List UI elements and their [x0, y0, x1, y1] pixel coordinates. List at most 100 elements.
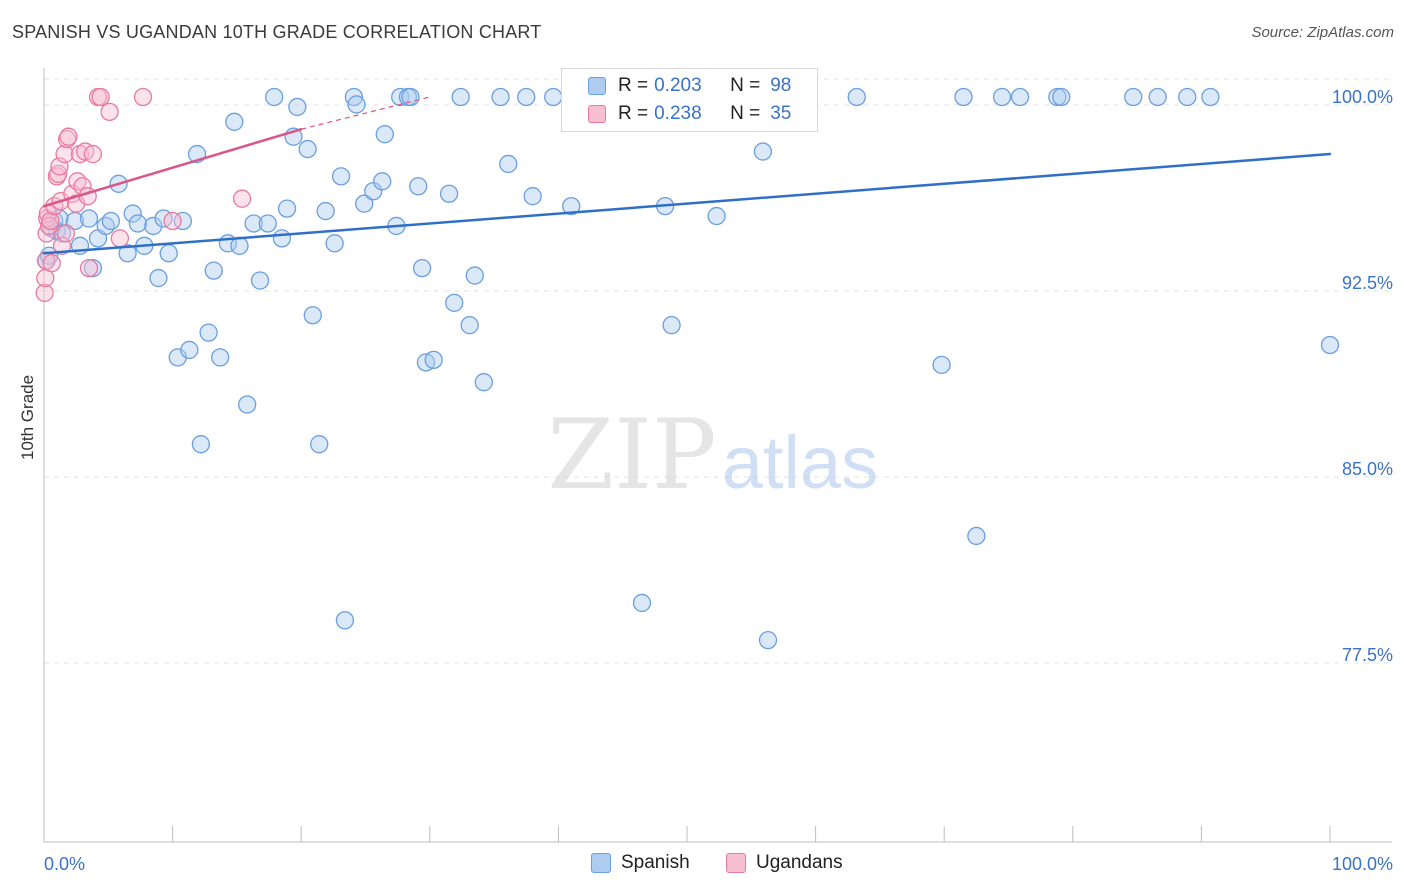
legend-swatch-spanish: [591, 853, 611, 873]
point-ugandans-8: [42, 254, 61, 273]
point-spanish-89: [932, 355, 951, 374]
point-spanish-64: [439, 184, 459, 203]
point-ugandans-27: [83, 144, 103, 164]
point-spanish-24: [173, 211, 193, 231]
point-spanish-36: [250, 271, 270, 290]
series-spanish-points: [37, 87, 1340, 650]
point-spanish-93: [1010, 87, 1030, 107]
point-spanish-37: [258, 214, 277, 233]
series-legend: Spanish Ugandans: [0, 852, 1406, 878]
point-spanish-19: [144, 216, 163, 236]
point-spanish-88: [847, 87, 866, 107]
trendline-spanish: [42, 152, 1332, 255]
point-ugandans-32: [133, 87, 153, 107]
trendline-ugandans-extension: [301, 96, 430, 130]
point-spanish-100: [1320, 335, 1340, 355]
watermark: ZIP atlas: [547, 399, 878, 511]
point-spanish-16: [123, 204, 142, 223]
chart-source: Source: ZipAtlas.com: [1251, 24, 1394, 41]
x-tick-label-end: 100.0%: [1332, 854, 1393, 874]
y-tick-label-2: 92.5%: [1342, 273, 1393, 293]
point-ugandans-29: [91, 87, 110, 107]
point-ugandans-11: [48, 164, 68, 184]
point-spanish-9: [79, 209, 99, 228]
watermark-atlas: atlas: [722, 421, 878, 504]
legend-swatch-ugandans: [588, 105, 606, 123]
point-spanish-71: [499, 154, 518, 174]
legend-label-spanish: Spanish: [621, 852, 690, 873]
point-spanish-39: [272, 229, 292, 248]
legend-swatch-spanish: [588, 77, 606, 95]
point-spanish-29: [204, 261, 223, 280]
point-spanish-15: [118, 244, 137, 263]
point-spanish-94: [1048, 87, 1067, 107]
point-spanish-10: [83, 258, 103, 278]
point-spanish-30: [211, 348, 230, 367]
correlation-legend: R = 0.203 N = 98 R = 0.238 N = 35: [561, 68, 818, 132]
legend-r-label: R =: [618, 75, 649, 96]
point-spanish-85: [753, 142, 773, 161]
point-spanish-38: [265, 87, 284, 107]
point-spanish-61: [412, 258, 432, 278]
legend-item-ugandans[interactable]: Ugandans: [726, 852, 843, 874]
legend-n-label: N =: [730, 103, 761, 124]
point-spanish-73: [523, 187, 542, 206]
point-spanish-98: [1178, 87, 1197, 107]
x-tick-label-start: 0.0%: [44, 854, 85, 874]
legend-item-spanish[interactable]: Spanish: [591, 852, 690, 874]
point-spanish-20: [149, 268, 168, 288]
legend-n-value-ugandans: 35: [770, 103, 792, 124]
point-spanish-32: [225, 112, 244, 131]
point-spanish-96: [1124, 87, 1143, 107]
point-spanish-91: [967, 526, 986, 546]
point-spanish-43: [298, 139, 317, 159]
point-ugandans-18: [59, 127, 78, 146]
point-ugandans-21: [68, 172, 87, 191]
point-ugandans-16: [56, 224, 76, 243]
point-ugandans-33: [163, 211, 182, 231]
point-spanish-81: [662, 316, 681, 335]
point-spanish-72: [517, 87, 536, 107]
point-spanish-44: [303, 306, 322, 325]
point-ugandans-7: [41, 211, 60, 231]
point-spanish-74: [544, 87, 563, 107]
point-spanish-50: [344, 87, 364, 107]
legend-r-value-ugandans: 0.238: [654, 103, 702, 124]
point-spanish-42: [288, 97, 307, 117]
chart-title: SPANISH VS UGANDAN 10TH GRADE CORRELATIO…: [12, 22, 542, 42]
y-tick-labels: 77.5% 85.0% 92.5% 100.0%: [1332, 87, 1393, 665]
point-spanish-45: [310, 435, 329, 454]
legend-label-ugandans: Ugandans: [756, 852, 843, 873]
point-spanish-17: [128, 214, 148, 233]
legend-row-ugandans: R = 0.238 N = 35: [562, 101, 791, 127]
trendline-ugandans: [42, 127, 303, 208]
legend-swatch-ugandans: [726, 853, 746, 873]
point-spanish-52: [355, 194, 374, 213]
trend-lines: [42, 96, 1332, 255]
point-spanish-34: [238, 395, 257, 414]
point-spanish-46: [316, 201, 335, 221]
point-spanish-60: [409, 177, 428, 196]
point-spanish-40: [277, 199, 297, 218]
point-spanish-69: [474, 373, 493, 392]
point-spanish-92: [992, 87, 1012, 107]
y-tick-label-1: 85.0%: [1342, 459, 1393, 479]
point-spanish-25: [180, 340, 199, 360]
point-ugandans-31: [110, 229, 130, 248]
point-spanish-35: [244, 214, 263, 233]
point-ugandans-30: [100, 102, 119, 122]
point-spanish-59: [401, 87, 420, 107]
legend-n-value-spanish: 98: [770, 75, 792, 96]
axes: [43, 68, 1392, 843]
point-spanish-47: [325, 234, 344, 253]
legend-row-spanish: R = 0.203 N = 98: [562, 73, 791, 99]
x-tick-labels: 0.0% 100.0%: [44, 854, 1393, 874]
legend-n-label: N =: [730, 75, 761, 96]
point-spanish-49: [335, 611, 355, 630]
point-spanish-65: [445, 293, 464, 312]
point-spanish-22: [159, 244, 178, 263]
point-spanish-66: [451, 87, 470, 107]
point-spanish-97: [1148, 87, 1167, 107]
point-spanish-86: [758, 630, 778, 650]
